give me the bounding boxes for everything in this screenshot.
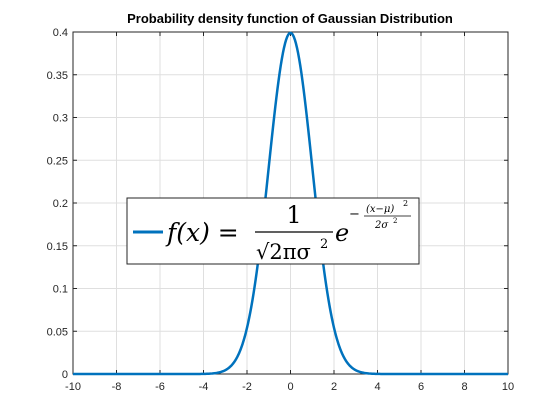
legend-numerator: 1	[286, 201, 301, 229]
x-tick-label: -10	[65, 381, 81, 393]
legend-exp-denominator-power: 2	[393, 217, 397, 225]
legend-exp-sign: −	[349, 207, 360, 222]
x-tick-label: 8	[461, 381, 467, 393]
legend-exp-numerator-power: 2	[403, 199, 408, 208]
y-tick-label: 0.25	[47, 155, 68, 167]
pdf-curve	[72, 31, 509, 376]
legend-lhs: f(x) =	[165, 218, 239, 247]
y-tick-label: 0.05	[47, 326, 68, 338]
y-tick-label: 0.3	[53, 113, 68, 125]
y-tick-label: 0.35	[47, 70, 68, 82]
y-tick-label: 0.4	[53, 27, 68, 39]
series-group	[72, 31, 509, 376]
x-tick-label: -8	[112, 381, 122, 393]
legend-denominator-power: 2	[320, 237, 328, 252]
y-tick-label: 0.2	[53, 198, 68, 210]
x-tick-label: -6	[155, 381, 165, 393]
legend-denominator: √2πσ	[256, 240, 311, 264]
chart-title: Probability density function of Gaussian…	[127, 11, 453, 26]
x-tick-label: 0	[287, 381, 293, 393]
x-axis: -10 -8 -6 -4 -2 0 2 4 6 8 10	[65, 32, 514, 393]
x-tick-label: 4	[374, 381, 380, 393]
x-tick-label: 2	[331, 381, 337, 393]
y-tick-label: 0.1	[53, 284, 68, 296]
y-axis: 0 0.05 0.1 0.15 0.2 0.25 0.3 0.35 0.4	[47, 27, 508, 381]
legend-base: e	[335, 219, 349, 247]
x-tick-label: -4	[199, 381, 209, 393]
legend: f(x) = 1 √2πσ 2 e − (x−μ) 2 2σ 2	[126, 197, 420, 265]
x-tick-label: 10	[502, 381, 514, 393]
legend-exp-denominator: 2σ	[374, 220, 389, 231]
x-tick-label: 6	[418, 381, 424, 393]
y-tick-label: 0.15	[47, 241, 68, 253]
legend-box	[126, 197, 420, 265]
legend-exp-numerator: (x−μ)	[366, 204, 394, 215]
x-tick-label: -2	[242, 381, 252, 393]
y-tick-label: 0	[62, 369, 68, 381]
